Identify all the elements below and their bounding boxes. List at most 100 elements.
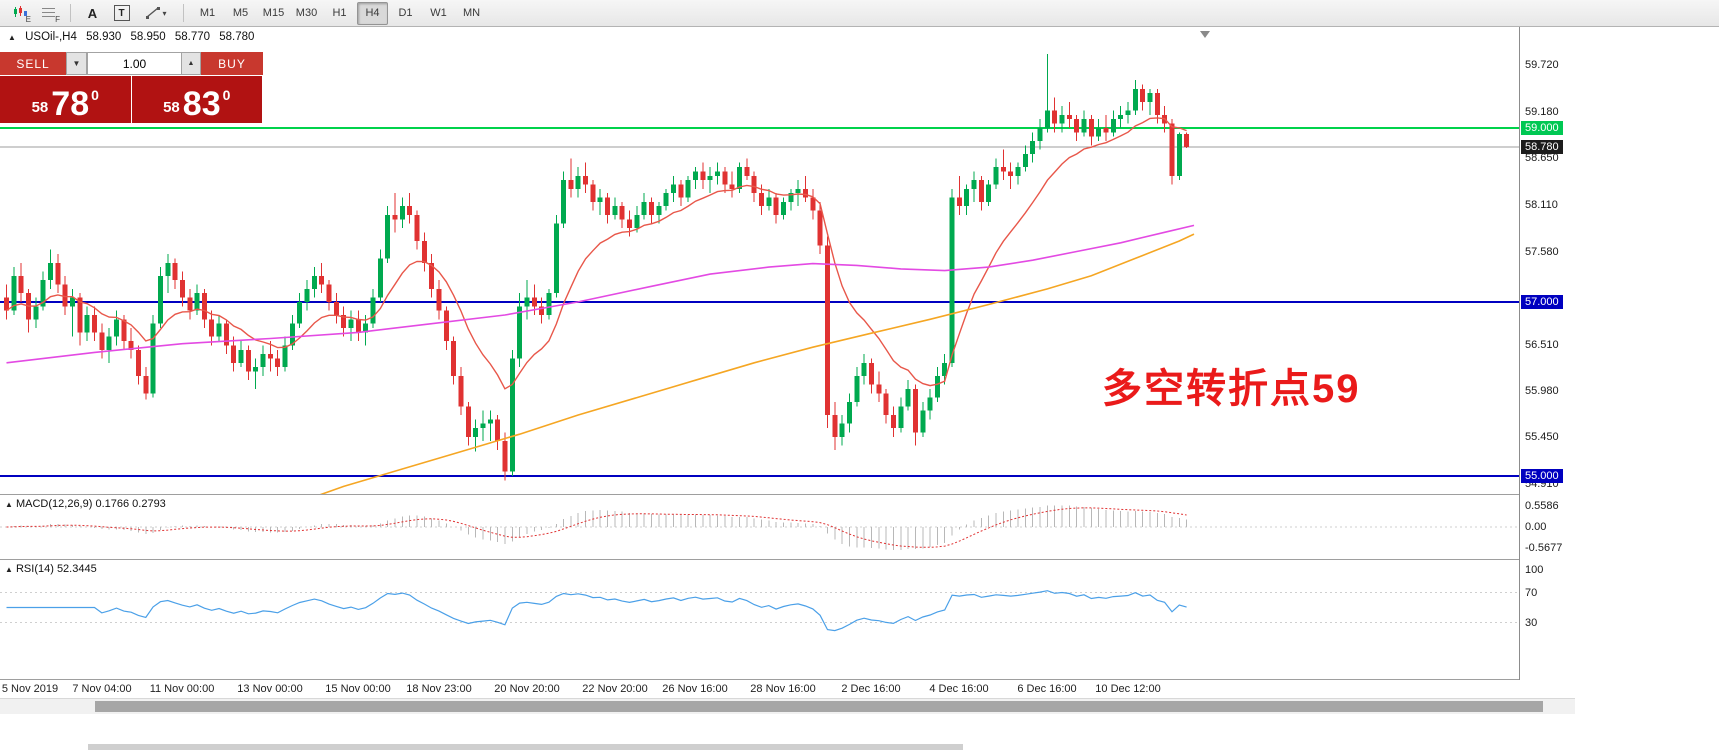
x-axis-label: 4 Dec 16:00 (929, 683, 989, 695)
trade-prices-row: 58 78 0 58 83 0 (0, 76, 263, 123)
textbox-tool-label: T (113, 5, 130, 21)
sell-price-big: 78 (51, 85, 90, 123)
buy-price-display[interactable]: 58 83 0 (131, 76, 262, 123)
price-scale-label: 59.720 (1525, 59, 1559, 72)
mini-candles-icon (13, 6, 27, 17)
x-axis-label: 6 Dec 16:00 (1017, 683, 1077, 695)
timeframe-bar: M1 M5 M15 M30 H1 H4 D1 W1 MN (191, 1, 488, 25)
panel-separator[interactable] (0, 559, 1575, 560)
price-scale-label: 55.980 (1525, 384, 1559, 397)
trade-controls-row: SELL ▼ ▲ BUY (0, 52, 263, 75)
panel-marker-icon: ▲ (5, 565, 13, 574)
sell-button[interactable]: SELL (0, 52, 66, 75)
price-scale-border (1519, 27, 1520, 680)
autoscroll-marker-icon[interactable] (1200, 31, 1210, 38)
open-value: 58.930 (86, 31, 122, 43)
price-badge: 59.000 (1521, 120, 1563, 135)
pattern-tool-icon[interactable]: E (5, 1, 34, 25)
timeframe-button-m15[interactable]: M15 (262, 7, 285, 19)
panel-separator (0, 679, 1575, 680)
buy-button[interactable]: BUY (201, 52, 263, 75)
timeframe-button-m30[interactable]: M30 (295, 7, 318, 19)
timeframe-button-h1[interactable]: H1 (332, 7, 347, 19)
price-scale[interactable]: 59.720 59.180 58.650 58.110 57.580 56.510 55.9… (1520, 27, 1575, 680)
lines-icon (41, 8, 55, 17)
macd-scale-label: 0.00 (1525, 521, 1547, 533)
x-axis-label: 28 Nov 16:00 (750, 683, 816, 695)
chevron-up-icon: ▲ (187, 60, 195, 67)
price-badge: 55.000 (1521, 468, 1563, 483)
volume-dropdown[interactable]: ▼ (66, 52, 87, 75)
main-chart-canvas[interactable] (0, 27, 1519, 495)
macd-panel-canvas (0, 505, 1519, 551)
x-axis-label: 18 Nov 23:00 (406, 683, 472, 695)
text-tool-icon[interactable]: A (78, 1, 107, 25)
x-axis-label: 2 Dec 16:00 (841, 683, 901, 695)
x-axis-label: 22 Nov 20:00 (582, 683, 648, 695)
macd-indicator-label: ▲ MACD(12,26,9) 0.1766 0.2793 (5, 498, 166, 510)
panel-separator[interactable] (0, 494, 1575, 495)
x-axis-label: 10 Dec 12:00 (1095, 683, 1161, 695)
x-axis-label: 15 Nov 00:00 (325, 683, 391, 695)
timeframe-button-d1[interactable]: D1 (398, 7, 413, 19)
sell-price-display[interactable]: 58 78 0 (0, 76, 131, 123)
symbol-ohlc-header: ▲ USOil-,H4 58.930 58.950 58.770 58.780 (8, 31, 260, 43)
trendline-tools-icon[interactable]: ▾ (136, 1, 176, 25)
price-scale-label: 55.450 (1525, 430, 1559, 443)
rsi-scale-label: 100 (1525, 564, 1544, 576)
sell-price-sup: 0 (91, 87, 99, 103)
toolbar: E F A T ▾ M1 M5 M15 M30 H1 H4 D1 W1 MN (0, 0, 1719, 27)
horizontal-scrollbar[interactable] (0, 698, 1575, 714)
buy-price-big: 83 (182, 85, 221, 123)
date-axis: 5 Nov 2019 7 Nov 04:00 11 Nov 00:00 13 Nov … (0, 680, 1575, 698)
one-click-trade-panel: SELL ▼ ▲ BUY 58 78 0 58 83 0 (0, 52, 263, 123)
chevron-down-icon: ▾ (162, 8, 167, 18)
chart-annotation-text[interactable]: 多空转折点59 (1102, 367, 1361, 411)
bar-direction-icon: ▲ (8, 33, 16, 42)
timeframe-button-w1[interactable]: W1 (430, 7, 447, 19)
x-axis-label: 5 Nov 2019 (1, 683, 59, 695)
bottom-edge-strip (88, 744, 963, 750)
x-axis-label: 26 Nov 16:00 (662, 683, 728, 695)
scrollbar-thumb[interactable] (95, 701, 1543, 712)
toolbar-separator (70, 4, 71, 22)
textbox-tool-icon[interactable]: T (107, 1, 136, 25)
price-badge: 58.780 (1521, 140, 1563, 155)
price-scale-label: 56.510 (1525, 338, 1559, 351)
sell-price-prefix: 58 (31, 99, 49, 116)
volume-input[interactable] (87, 52, 182, 75)
price-scale-label: 57.580 (1525, 245, 1559, 258)
text-tool-label: A (87, 5, 98, 21)
timeframe-button-mn[interactable]: MN (462, 7, 481, 19)
x-axis-label: 13 Nov 00:00 (237, 683, 303, 695)
icon-badge: E (25, 15, 31, 24)
chevron-down-icon: ▼ (72, 59, 81, 68)
timeframe-button-h4[interactable]: H4 (357, 1, 388, 25)
buy-price-prefix: 58 (163, 99, 180, 116)
fibonacci-tool-icon[interactable]: F (34, 1, 63, 25)
rsi-panel-canvas (0, 590, 1519, 632)
x-axis-label: 11 Nov 00:00 (149, 683, 215, 695)
price-scale-label: 59.180 (1525, 106, 1559, 119)
price-scale-label: 58.650 (1525, 152, 1559, 165)
macd-scale-label: -0.5677 (1525, 542, 1563, 555)
buy-price-sup: 0 (222, 87, 231, 103)
timeframe-button-m1[interactable]: M1 (199, 7, 216, 19)
rsi-indicator-label: ▲ RSI(14) 52.3445 (5, 563, 97, 575)
low-value: 58.770 (174, 31, 211, 43)
macd-scale-label: 0.5586 (1525, 500, 1559, 513)
icon-badge: F (55, 15, 60, 24)
price-scale-label: 58.110 (1525, 199, 1558, 212)
rsi-label-text: RSI(14) 52.3445 (15, 563, 97, 575)
high-value: 58.950 (130, 31, 166, 43)
symbol-timeframe-label: USOil-,H4 (25, 31, 77, 43)
toolbar-separator (183, 4, 184, 22)
close-value: 58.780 (219, 31, 255, 43)
macd-label-text: MACD(12,26,9) 0.1766 0.2793 (15, 498, 166, 510)
volume-spinner[interactable]: ▲ (182, 52, 201, 75)
price-badge: 57.000 (1521, 294, 1563, 309)
trendline-icon (146, 7, 161, 19)
timeframe-button-m5[interactable]: M5 (232, 7, 249, 19)
x-axis-label: 7 Nov 04:00 (72, 683, 132, 695)
